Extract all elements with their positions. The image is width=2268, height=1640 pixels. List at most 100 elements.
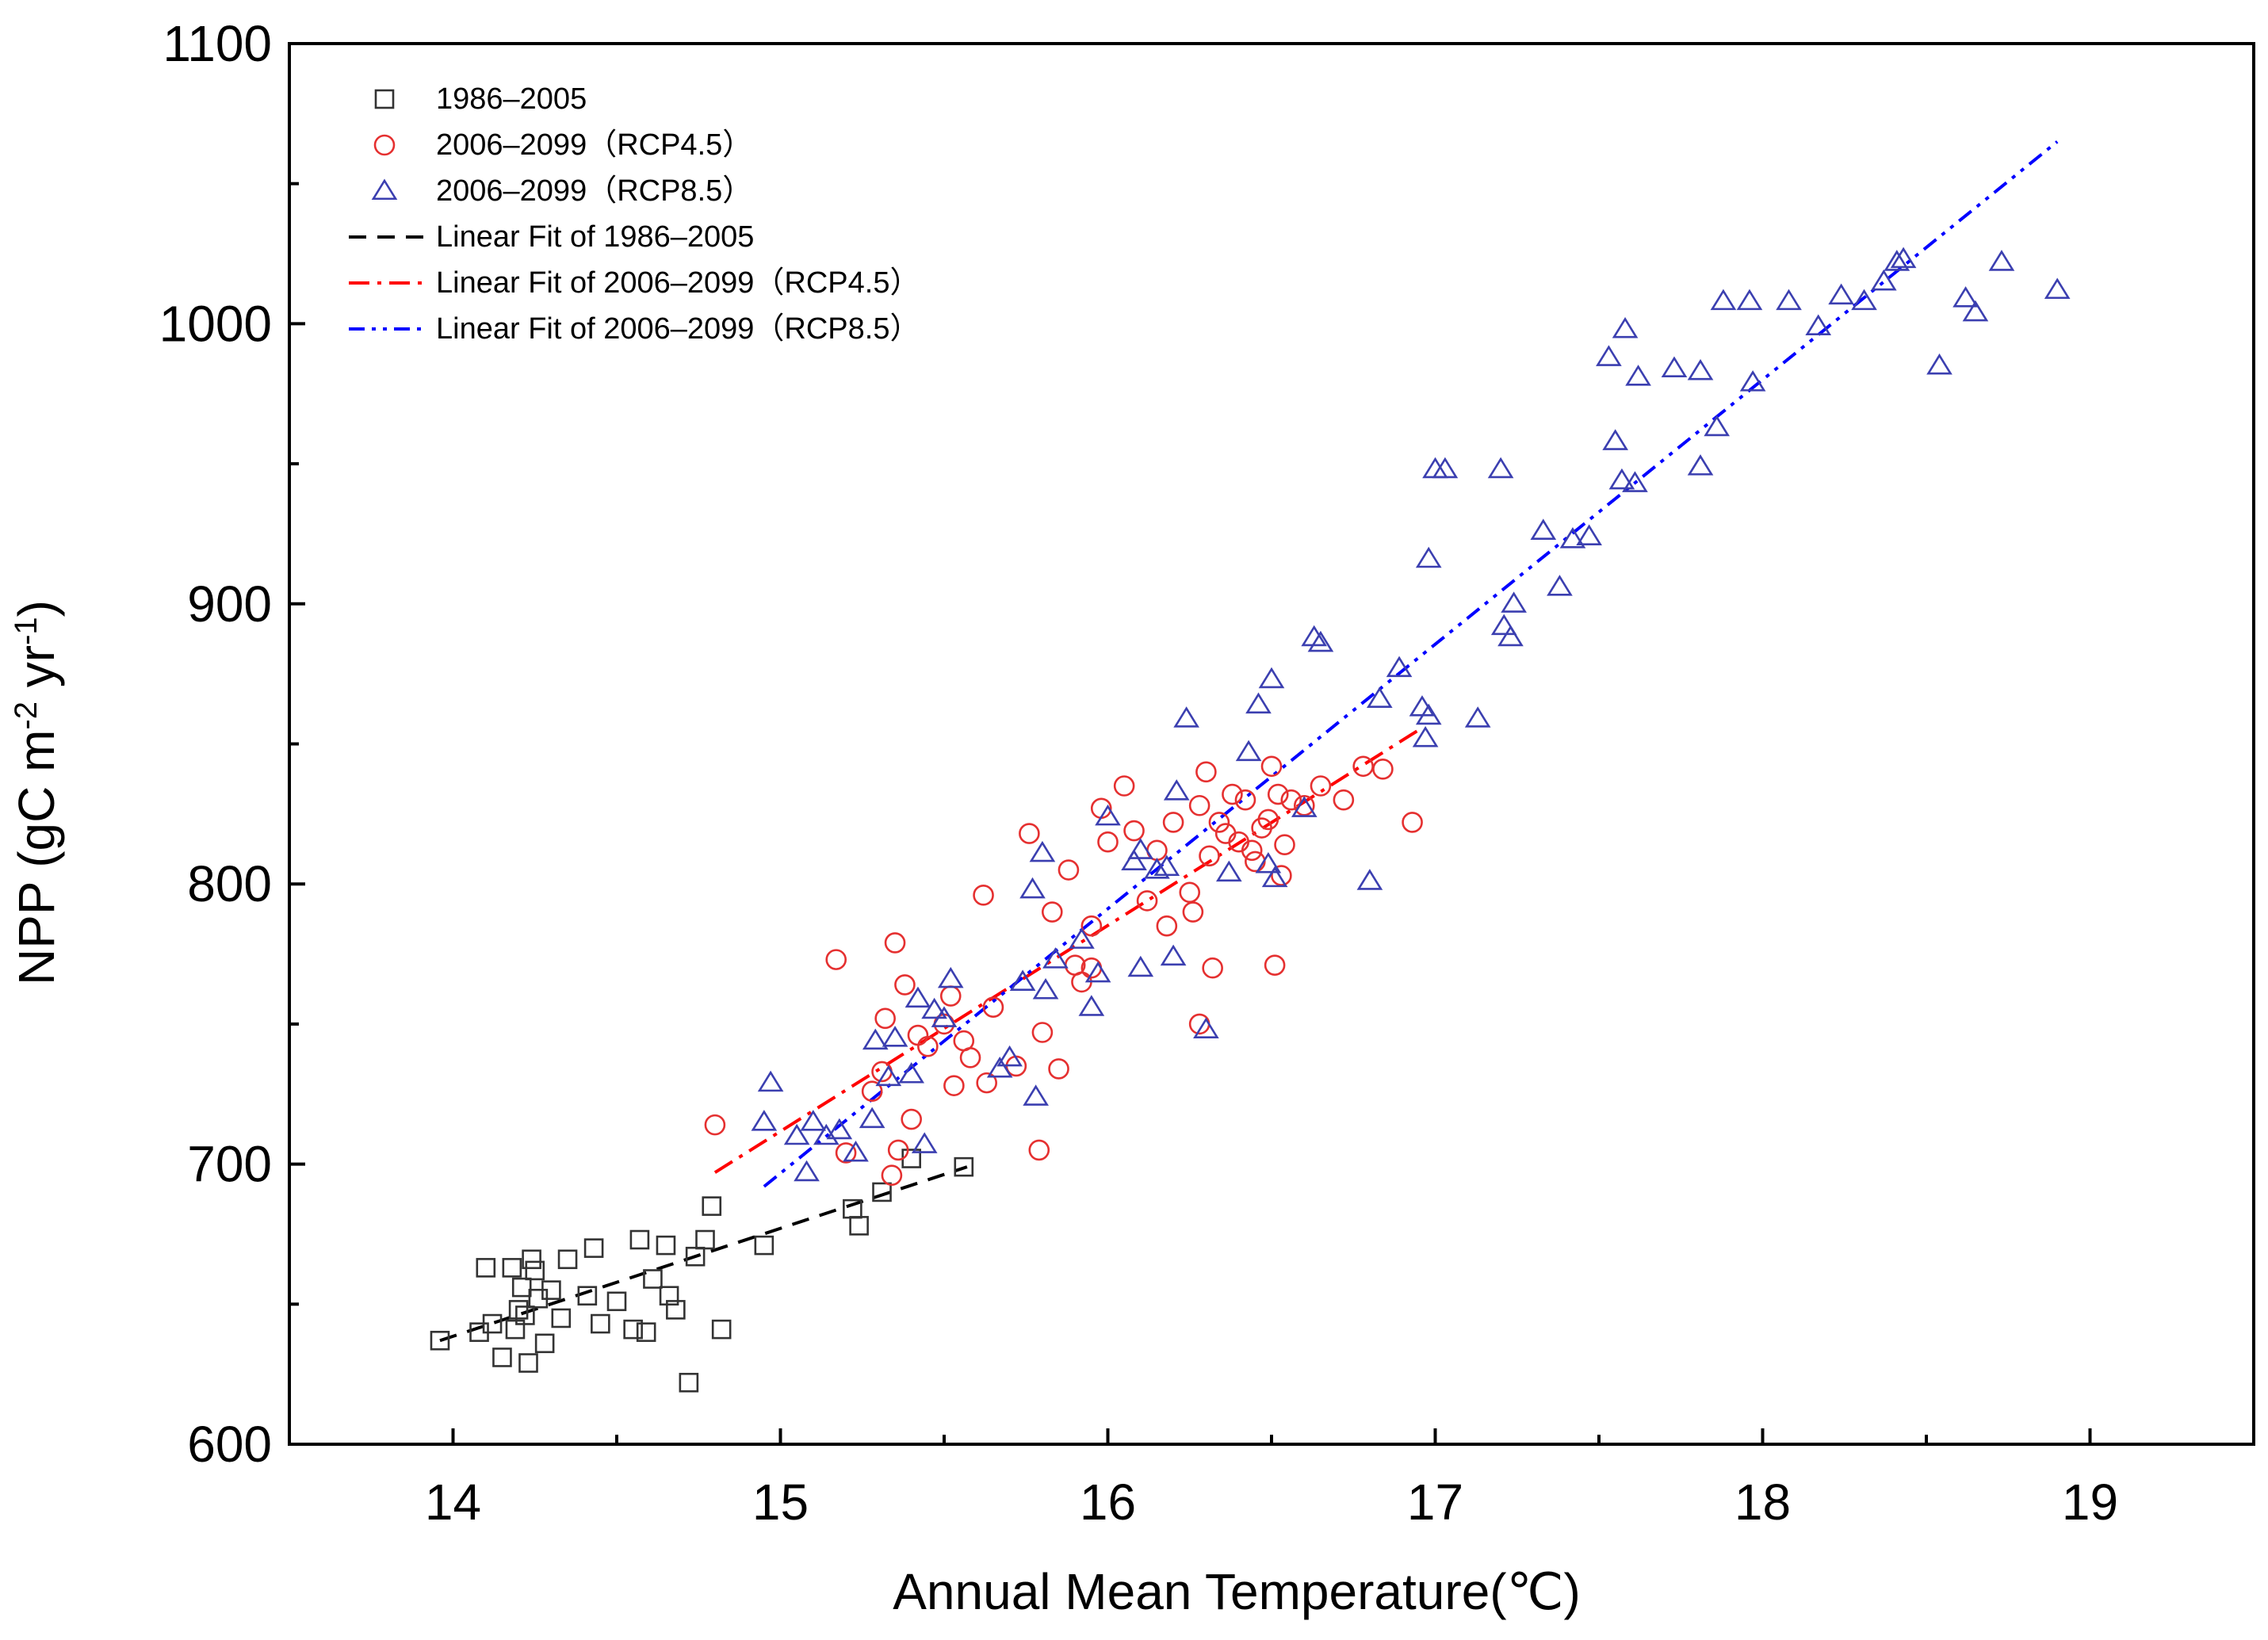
data-point	[1559, 527, 1586, 549]
data-point	[492, 1348, 512, 1367]
data-point	[825, 949, 847, 970]
data-point	[937, 966, 964, 988]
data-point	[557, 1249, 578, 1270]
data-point	[1625, 365, 1651, 386]
data-point	[541, 1280, 561, 1300]
data-point	[849, 1216, 869, 1236]
data-point	[606, 1291, 627, 1312]
legend-label: 2006–2099（RCP4.5）	[436, 128, 752, 162]
data-point	[1009, 969, 1036, 991]
data-point	[1215, 860, 1242, 882]
data-point	[1182, 901, 1204, 923]
data-point	[1173, 706, 1199, 728]
data-point	[1890, 247, 1917, 269]
data-point	[656, 1235, 676, 1256]
data-point	[583, 1238, 604, 1258]
legend-label: Linear Fit of 2006–2099（RCP4.5）	[436, 266, 920, 300]
data-point	[1097, 831, 1119, 853]
data-point	[525, 1260, 545, 1281]
data-point	[982, 996, 1004, 1018]
data-point	[872, 1182, 892, 1202]
series-2	[704, 755, 1423, 1187]
data-point	[1307, 630, 1334, 652]
data-point	[800, 1110, 827, 1131]
data-point	[1608, 468, 1635, 490]
data-point	[1622, 471, 1648, 492]
data-point	[1255, 851, 1282, 874]
y-axis: 600 700 800 900 1000 1100	[159, 15, 305, 1473]
data-point	[1222, 783, 1243, 805]
data-point	[2044, 277, 2071, 300]
data-point	[1235, 740, 1262, 762]
data-point	[1501, 591, 1527, 613]
x-tick-label: 15	[752, 1474, 809, 1531]
data-point	[1366, 686, 1393, 709]
data-point	[783, 1123, 810, 1145]
data-point	[1029, 840, 1056, 862]
data-point	[1163, 779, 1190, 801]
data-point	[702, 1196, 722, 1216]
data-point	[1710, 289, 1737, 311]
data-point	[1127, 838, 1154, 859]
data-point	[1078, 995, 1105, 1016]
data-point	[986, 1056, 1013, 1078]
data-point	[1095, 804, 1121, 826]
data-point	[1123, 820, 1145, 842]
data-point	[1208, 812, 1230, 833]
data-point	[1530, 518, 1557, 540]
data-point	[522, 1249, 541, 1270]
data-point	[1160, 944, 1187, 966]
data-point	[1188, 794, 1210, 816]
data-point	[1179, 881, 1201, 904]
legend-label: Linear Fit of 2006–2099（RCP8.5）	[436, 312, 920, 346]
y-tick-label: 700	[187, 1136, 272, 1193]
y-axis-title-suffix: )	[8, 600, 65, 617]
y-axis-title-sup-2: -1	[9, 617, 44, 645]
data-point	[1596, 345, 1622, 366]
data-point	[636, 1322, 656, 1342]
data-point	[1372, 759, 1394, 780]
data-point	[629, 1229, 650, 1250]
data-point	[1261, 866, 1288, 888]
data-point	[1386, 656, 1413, 678]
legend: 1986–2005 2006–2099（RCP4.5） 2006–2099（RCP8…	[349, 82, 920, 346]
data-point	[1490, 614, 1517, 636]
data-point	[826, 1118, 853, 1140]
data-point	[1352, 755, 1374, 778]
data-point	[1487, 457, 1514, 479]
x-tick-label: 19	[2062, 1474, 2118, 1531]
data-point	[884, 932, 906, 954]
data-point	[679, 1372, 699, 1393]
legend-entry: Linear Fit of 2006–2099（RCP4.5）	[349, 266, 920, 300]
data-point	[1739, 370, 1766, 392]
data-point	[1153, 854, 1180, 877]
data-point	[1199, 845, 1220, 867]
data-point	[921, 997, 947, 1019]
legend-entry: 2006–2099（RCP8.5）	[371, 174, 752, 208]
y-axis-title-mid: yr	[8, 645, 65, 701]
data-point	[881, 1164, 903, 1187]
data-point	[943, 1075, 965, 1096]
data-point	[813, 1123, 840, 1145]
data-point	[1412, 725, 1439, 747]
y-tick-label: 1100	[163, 15, 272, 72]
legend-label: Linear Fit of 1986–2005	[436, 220, 754, 254]
data-point	[1356, 869, 1383, 890]
data-point	[1019, 877, 1046, 899]
data-point	[973, 885, 994, 906]
data-point	[1136, 890, 1158, 912]
data-point	[502, 1258, 522, 1278]
data-point	[754, 1235, 774, 1256]
data-point	[1080, 915, 1103, 937]
data-point	[1042, 947, 1069, 969]
legend-entry: 2006–2099（RCP4.5）	[373, 128, 752, 162]
data-point	[1019, 823, 1040, 844]
data-point	[875, 1065, 902, 1087]
data-point	[1612, 316, 1639, 338]
y-tick-label: 600	[187, 1416, 272, 1473]
data-point	[1028, 1139, 1050, 1161]
data-point	[1687, 358, 1714, 380]
y-tick-label: 900	[187, 575, 272, 633]
data-point	[505, 1319, 526, 1340]
data-point	[1241, 839, 1263, 862]
